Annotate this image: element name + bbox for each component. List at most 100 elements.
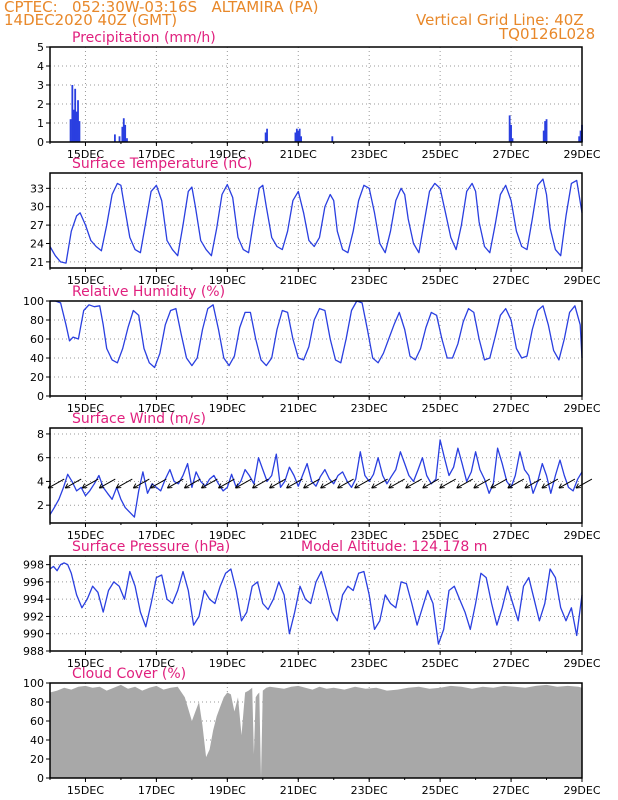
x-tick-label: 17DEC: [138, 402, 175, 415]
x-tick-label: 21DEC: [280, 274, 317, 287]
wind-arrow-head: [166, 483, 173, 489]
cloud-cover-area: [50, 684, 582, 778]
precip-bar: [545, 119, 548, 142]
x-tick-label: 15DEC: [67, 529, 104, 542]
wind-arrow: [47, 478, 65, 489]
wind-arrow: [64, 478, 82, 489]
panel-title-temp: Surface Temperature (nC): [72, 156, 253, 172]
wind-arrow: [490, 478, 508, 489]
wind-arrow-head: [64, 483, 71, 489]
x-tick-label: 17DEC: [138, 657, 175, 670]
x-tick-label: 23DEC: [351, 657, 388, 670]
y-tick-label: 40: [30, 352, 44, 365]
x-tick-label: 21DEC: [280, 784, 317, 797]
panel-pressure: 988 990 992 994 996 998 15DEC 17DEC 19DEC 21DEC 23…: [23, 539, 601, 670]
precip-bar: [508, 115, 511, 142]
y-tick-label: 6: [37, 452, 44, 465]
y-tick-label: 80: [30, 696, 44, 709]
y-tick-label: 40: [30, 734, 44, 747]
x-tick-label: 25DEC: [422, 274, 459, 287]
wind-arrow: [507, 478, 525, 489]
y-tick-label: 80: [30, 314, 44, 327]
wind-arrow-head: [183, 483, 190, 489]
wind-arrow-head: [149, 483, 156, 489]
wind-arrow: [575, 478, 593, 489]
wind-arrow-head: [337, 483, 343, 489]
y-tick-label: 20: [30, 371, 44, 384]
wind-arrow-head: [473, 483, 479, 489]
y-tick-label: 3: [37, 79, 44, 92]
wind-arrow: [286, 478, 303, 489]
x-tick-label: 25DEC: [422, 529, 459, 542]
panel-temp: 21 24 27 30 33 15DEC 17DEC 19DEC 21DEC 23DEC 25DEC…: [30, 156, 601, 287]
rh-series-line: [50, 300, 583, 369]
precip-bar: [75, 111, 78, 142]
precip-bar: [579, 130, 582, 142]
precip-bar: [294, 132, 297, 142]
precip-bar: [264, 132, 267, 142]
wind-arrow-head: [269, 483, 275, 489]
y-tick-label: 60: [30, 715, 44, 728]
precip-bar: [331, 136, 334, 142]
precip-bar: [118, 136, 121, 142]
precip-bar: [72, 109, 75, 142]
wind-arrow: [184, 478, 201, 489]
y-tick-label: 992: [23, 610, 44, 623]
wind-arrow: [81, 478, 99, 489]
wind-arrow: [99, 478, 116, 489]
wind-arrow: [235, 478, 252, 489]
wind-arrow: [201, 478, 218, 489]
x-tick-label: 29DEC: [563, 148, 600, 161]
precip-bar: [578, 136, 581, 142]
y-tick-label: 990: [23, 628, 44, 641]
wind-arrow-head: [388, 483, 394, 489]
wind-arrow-head: [354, 483, 360, 489]
x-tick-label: 23DEC: [351, 784, 388, 797]
x-tick-label: 15DEC: [67, 148, 104, 161]
wind-arrow: [473, 478, 491, 489]
header-model-code: TQ0126L028: [499, 25, 596, 43]
x-tick-label: 29DEC: [563, 402, 600, 415]
wind-arrow-head: [541, 483, 547, 489]
y-tick-label: 27: [30, 219, 44, 232]
y-tick-label: 0: [37, 136, 44, 149]
precip-bar: [78, 121, 81, 142]
x-tick-label: 29DEC: [563, 657, 600, 670]
wind-arrow: [388, 478, 405, 489]
y-tick-label: 996: [23, 576, 44, 589]
x-tick-label: 21DEC: [280, 657, 317, 670]
y-tick-label: 4: [37, 60, 44, 73]
y-tick-label: 21: [30, 256, 44, 269]
wind-arrow-head: [115, 483, 122, 489]
precip-bar: [295, 128, 298, 142]
x-tick-label: 23DEC: [351, 274, 388, 287]
y-tick-label: 2: [37, 499, 44, 512]
wind-arrow-head: [524, 483, 530, 489]
wind-arrow-head: [217, 483, 224, 489]
panel-frame: [49, 555, 583, 652]
x-tick-label: 15DEC: [67, 784, 104, 797]
precip-bar: [542, 130, 545, 142]
panel-cloud: 0 20 40 60 80 100 15DEC 17DEC 19DEC 21DEC 23DEC 25D…: [23, 666, 601, 797]
precip-bar: [69, 119, 72, 142]
x-tick-label: 29DEC: [563, 274, 600, 287]
panel-rh: 0 20 40 60 80 100 15DEC 17DEC 19DEC 21DEC 23DEC 25D…: [23, 284, 601, 415]
x-tick-label: 15DEC: [67, 274, 104, 287]
header-grid-note: Vertical Grid Line: 40Z: [416, 11, 584, 29]
wind-arrow: [439, 478, 456, 489]
wind-arrow-head: [286, 483, 292, 489]
wind-arrow-head: [490, 483, 496, 489]
x-tick-label: 25DEC: [422, 657, 459, 670]
x-tick-label: 21DEC: [280, 148, 317, 161]
precip-bar: [122, 118, 125, 142]
x-tick-label: 27DEC: [493, 529, 530, 542]
precip-bar: [510, 124, 512, 142]
panel-title-precip: Precipitation (mm/h): [72, 30, 216, 46]
wind-arrow: [422, 478, 439, 489]
x-tick-label: 21DEC: [280, 402, 317, 415]
x-tick-label: 27DEC: [493, 784, 530, 797]
x-tick-label: 19DEC: [209, 784, 246, 797]
wind-arrow: [320, 478, 337, 489]
precip-bar: [511, 138, 514, 142]
wind-arrow-head: [558, 483, 564, 489]
